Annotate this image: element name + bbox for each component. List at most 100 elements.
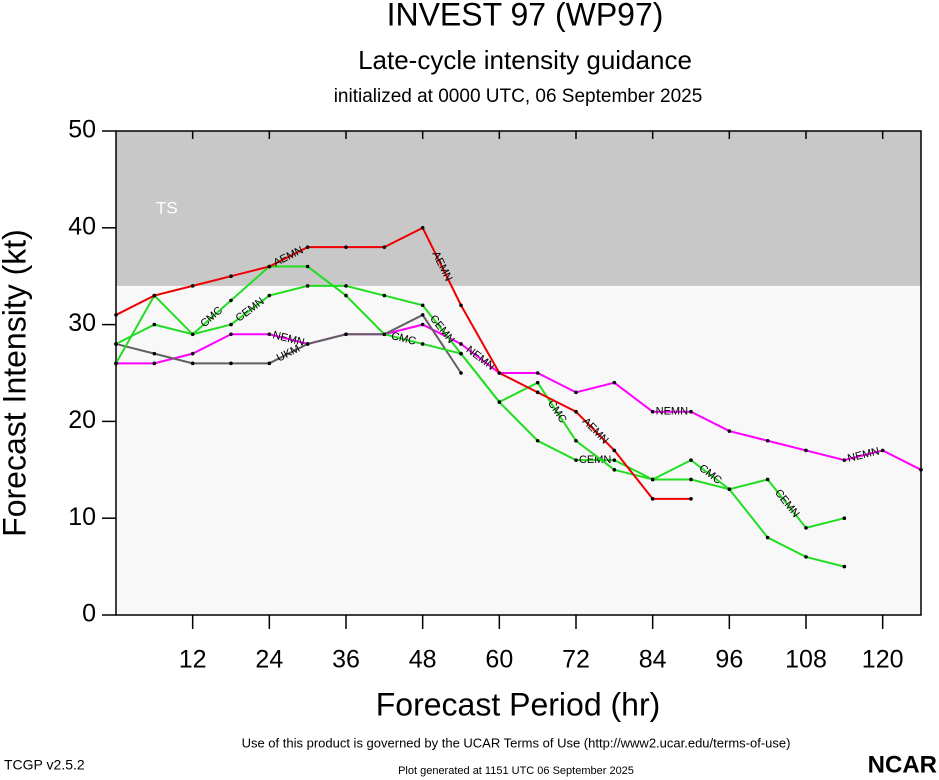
x-tick-label: 12 [179, 646, 207, 674]
y-tick-label: 40 [68, 212, 96, 240]
series-point [650, 477, 655, 482]
series-point [689, 477, 693, 482]
series-point [535, 371, 540, 375]
series-point [305, 284, 310, 288]
footer-terms: Use of this product is governed by the U… [242, 735, 791, 750]
series-point [459, 371, 463, 375]
chart-title: INVEST 97 (WP97) [387, 0, 664, 32]
series-point [420, 303, 425, 308]
series-point [689, 409, 693, 414]
series-point [382, 332, 387, 337]
chart-subtitle: Late-cycle intensity guidance [358, 45, 692, 75]
series-point [574, 458, 578, 462]
series-point [420, 226, 425, 230]
series-label: CEMN [579, 454, 611, 466]
series-line [115, 313, 462, 374]
series-point [689, 458, 693, 462]
series-point [727, 487, 732, 491]
x-tick-label: 120 [862, 646, 904, 674]
series-point [229, 332, 233, 337]
series-point [459, 342, 463, 346]
footer-logo: NCAR [868, 751, 937, 778]
series-point [804, 526, 808, 530]
x-tick-label: 96 [715, 646, 743, 674]
series-point [267, 361, 272, 366]
series-point [229, 322, 233, 327]
series-point [574, 390, 578, 395]
series-line [116, 323, 922, 471]
series-point [880, 448, 885, 453]
y-tick-label: 0 [82, 600, 96, 628]
series-point [344, 332, 348, 337]
series-point [535, 380, 540, 385]
series-point [765, 477, 770, 482]
series-point [612, 468, 617, 472]
series-point [152, 351, 157, 356]
footer-version: TCGP v2.5.2 [4, 757, 85, 773]
series-point [420, 342, 425, 346]
series-point [574, 438, 578, 443]
series-point [229, 361, 233, 366]
series-point [535, 438, 540, 443]
series-point [305, 342, 310, 346]
series-point [344, 293, 348, 298]
x-tick-label: 36 [332, 646, 360, 674]
y-axis-label: Forecast Intensity (kt) [0, 229, 32, 537]
series-point [267, 332, 272, 337]
series-point [114, 313, 118, 317]
footer-generated: Plot generated at 1151 UTC 06 September … [398, 765, 634, 777]
series-line [115, 265, 845, 568]
series-point [305, 245, 310, 249]
series-point [190, 332, 195, 337]
x-axis-label: Forecast Period (hr) [376, 686, 661, 722]
series-line [115, 226, 691, 500]
series-point [497, 371, 502, 375]
series-point [152, 293, 157, 298]
series-point [229, 274, 233, 279]
x-tick-label: 48 [409, 646, 437, 674]
series-point [152, 322, 157, 327]
series-point [497, 400, 502, 404]
series-point [229, 298, 233, 303]
band-label: TS [156, 198, 178, 217]
y-tick-label: 20 [68, 406, 96, 434]
x-tick-label: 24 [255, 646, 283, 674]
series-point [612, 380, 617, 385]
series-point [535, 390, 540, 395]
x-tick-label: 84 [639, 646, 667, 674]
series-point [305, 264, 310, 269]
series-point [612, 458, 617, 462]
series-point [344, 245, 348, 249]
series-point [152, 361, 157, 366]
series-point [650, 497, 655, 501]
x-tick-label: 108 [785, 646, 827, 674]
series-point [382, 293, 387, 298]
series-point [919, 468, 923, 472]
series-point [765, 438, 770, 443]
series-point [804, 555, 808, 559]
y-tick-label: 30 [68, 309, 96, 337]
series-point [842, 458, 847, 462]
intensity-band [116, 131, 921, 286]
series-point [190, 284, 195, 288]
series-point [114, 361, 118, 366]
y-tick-label: 50 [68, 116, 96, 144]
series-point [689, 497, 693, 501]
series-point [190, 361, 195, 366]
series-point [612, 448, 617, 453]
series-point [727, 429, 732, 433]
series-label: NEMN [656, 406, 688, 418]
x-tick-label: 60 [485, 646, 513, 674]
series-point [650, 409, 655, 414]
series-point [842, 564, 847, 569]
series-point [190, 351, 195, 356]
chart-initialized: initialized at 0000 UTC, 06 September 20… [334, 86, 703, 107]
series-point [459, 351, 463, 356]
series-label: CMC [390, 330, 417, 348]
series-point [114, 342, 118, 346]
series-point [459, 303, 463, 308]
plot-frame [115, 130, 922, 616]
x-tick-label: 72 [562, 646, 590, 674]
series-point [804, 448, 808, 453]
